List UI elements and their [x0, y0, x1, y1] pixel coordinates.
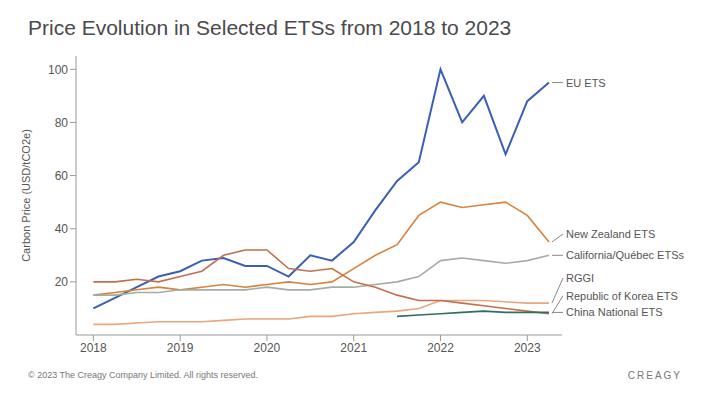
svg-text:China National ETS: China National ETS [566, 306, 663, 318]
svg-text:2020: 2020 [254, 341, 281, 355]
svg-text:60: 60 [55, 169, 69, 183]
svg-text:Republic of Korea ETS: Republic of Korea ETS [566, 290, 678, 302]
svg-text:2021: 2021 [340, 341, 367, 355]
html-text:CREAGY: CREAGY [627, 370, 682, 381]
svg-text:New Zealand ETS: New Zealand ETS [566, 228, 655, 240]
svg-text:2023: 2023 [514, 341, 541, 355]
svg-text:Carbon Price (USD/tCO2e): Carbon Price (USD/tCO2e) [20, 129, 32, 262]
html-text:© 2023 The Creagy Company Limi: © 2023 The Creagy Company Limited. All r… [28, 370, 259, 380]
svg-text:California/Québec ETSs: California/Québec ETSs [566, 249, 684, 261]
svg-text:2018: 2018 [80, 341, 107, 355]
html-text:Price Evolution in Selected ET: Price Evolution in Selected ETSs from 20… [28, 16, 512, 39]
svg-text:2019: 2019 [167, 341, 194, 355]
svg-text:RGGI: RGGI [566, 272, 594, 284]
svg-text:2022: 2022 [427, 341, 454, 355]
svg-text:EU ETS: EU ETS [566, 77, 606, 89]
svg-text:40: 40 [55, 222, 69, 236]
svg-text:20: 20 [55, 275, 69, 289]
svg-text:80: 80 [55, 116, 69, 130]
svg-text:100: 100 [48, 63, 68, 77]
